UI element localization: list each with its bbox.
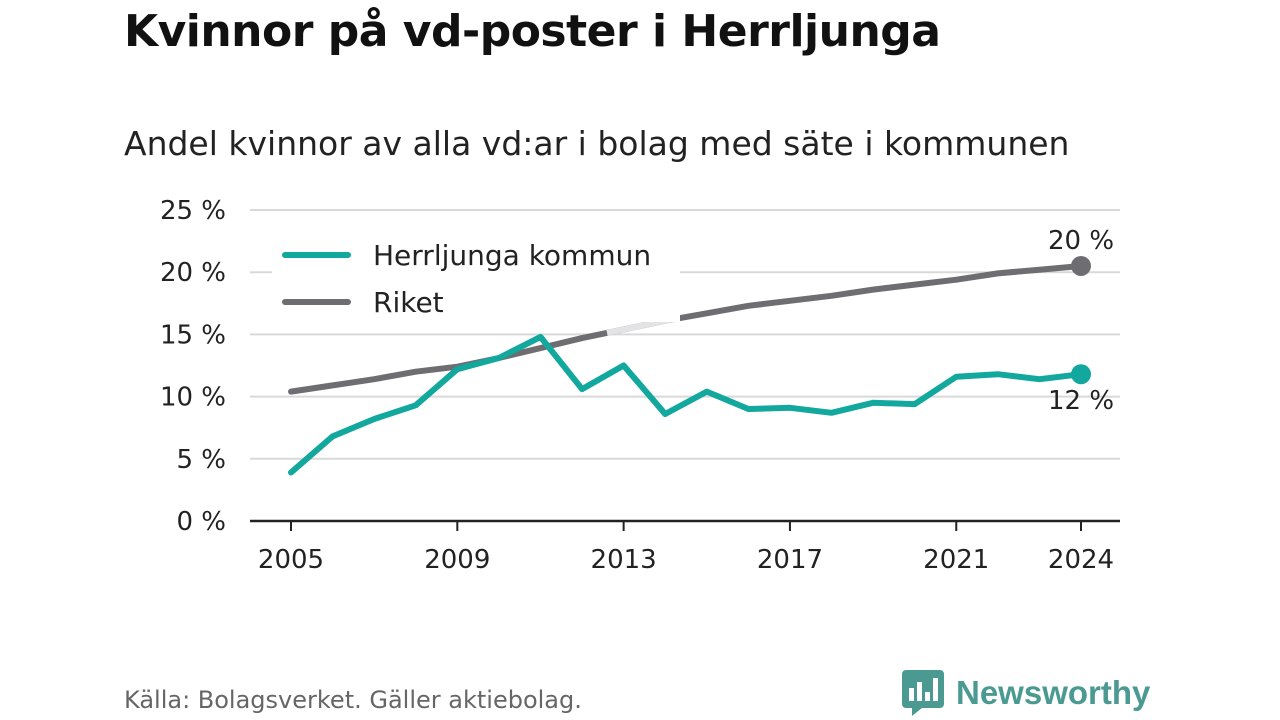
y-tick-label: 5 % [176,445,226,475]
end-label-riket: 20 % [1048,226,1114,256]
y-tick-label: 15 % [160,320,226,350]
x-tick-label: 2005 [258,545,324,575]
end-point-riket [1071,255,1091,276]
x-tick-label: 2013 [591,545,657,575]
x-tick-label: 2017 [757,545,823,575]
newsworthy-logo: Newsworthy [902,670,1150,716]
bar-chart-speech-bubble-icon [902,670,944,716]
end-point-herrljunga [1071,364,1091,385]
source-note: Källa: Bolagsverket. Gäller aktiebolag. [124,686,582,714]
series-line-herrljunga [288,333,1084,476]
x-tick-label: 2021 [923,545,989,575]
legend-label: Herrljunga kommun [373,239,651,272]
y-tick-label: 0 % [176,507,226,537]
y-tick-label: 10 % [160,383,226,413]
series-line-riket [288,263,1084,395]
legend-label: Riket [373,286,444,319]
chart-subtitle: Andel kvinnor av alla vd:ar i bolag med … [124,124,1070,163]
y-tick-label: 20 % [160,258,226,288]
y-tick-label: 25 % [160,196,226,226]
legend-background [272,230,680,322]
chart-title: Kvinnor på vd-poster i Herrljunga [124,6,941,57]
end-label-herrljunga: 12 % [1048,386,1114,416]
x-tick-label: 2009 [424,545,490,575]
x-tick-label: 2024 [1048,545,1114,575]
logo-text: Newsworthy [956,674,1151,711]
